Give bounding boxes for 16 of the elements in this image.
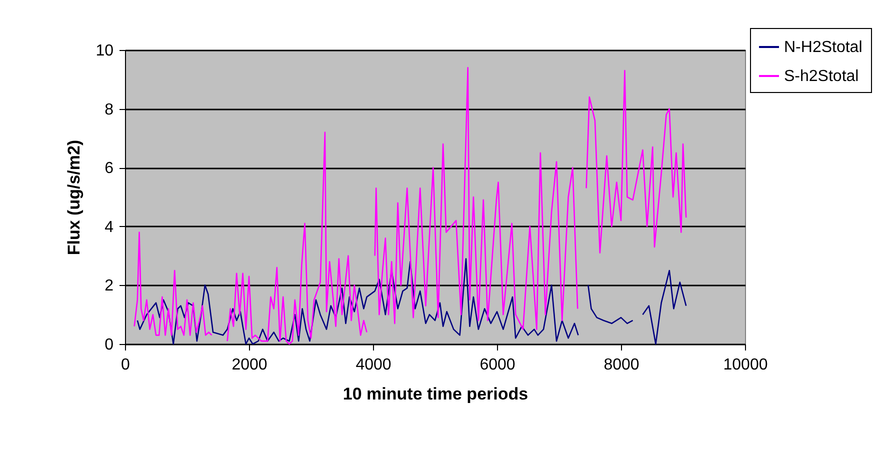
x-tick-label: 10000 [723, 356, 768, 374]
x-tick-label: 6000 [480, 356, 516, 374]
y-tick-label: 10 [96, 42, 114, 60]
y-tick-label: 8 [104, 101, 114, 118]
y-tick-label: 4 [104, 218, 114, 236]
legend-label: S-h2Stotal [784, 68, 859, 85]
y-tick-label: 2 [104, 278, 114, 295]
y-tick-label: 6 [104, 160, 114, 178]
x-tick-label: 8000 [604, 356, 640, 374]
y-axis-title: Flux (ug/s/m2) [64, 140, 84, 256]
x-axis-title: 10 minute time periods [342, 384, 528, 404]
x-tick-label: 0 [121, 356, 130, 374]
y-tick-label: 0 [104, 336, 114, 354]
x-tick-label: 4000 [356, 356, 392, 374]
x-tick-label: 2000 [232, 356, 268, 374]
legend-label: N-H2Stotal [784, 39, 862, 56]
